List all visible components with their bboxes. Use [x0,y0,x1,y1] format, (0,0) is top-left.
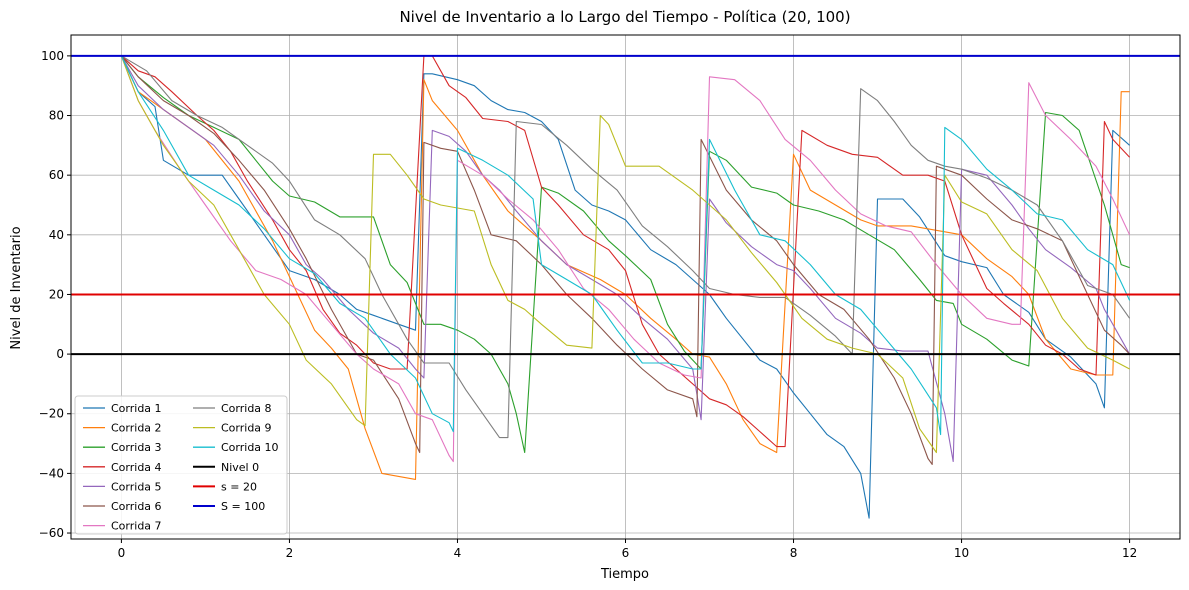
x-axis-label: Tiempo [600,567,649,582]
series-line-3 [120,55,1130,454]
x-tick-label: 6 [622,546,630,560]
y-tick-label: 60 [49,168,64,182]
x-tick-label: 0 [118,546,126,560]
y-tick-label: −40 [39,466,64,480]
x-tick-label: 12 [1122,546,1137,560]
legend-label: s = 20 [221,480,257,493]
y-tick-label: 80 [49,109,64,123]
axes: 0 2 4 6 8 10 12 −60 −40 −20 0 20 40 60 80 100 [39,34,1181,560]
y-tick-label: 0 [56,347,64,361]
series-line-10 [120,55,1131,436]
y-tick-label: 40 [49,228,64,242]
legend-box [74,395,288,535]
legend-label: Corrida 6 [111,500,162,513]
legend-label: Corrida 5 [111,480,162,493]
y-tick-label: 100 [41,49,64,63]
plot-series [71,54,1180,519]
series-line-6 [120,55,1130,465]
legend-label: Corrida 4 [111,461,162,474]
legend-label: Corrida 9 [221,422,272,435]
legend-label: Corrida 3 [111,441,162,454]
series-line-7 [120,55,1131,463]
y-tick-label: 20 [49,287,64,301]
series-line-8 [121,55,1131,439]
chart-title: Nivel de Inventario a lo Largo del Tiemp… [399,8,850,26]
y-axis-label: Nivel de Inventario [9,226,24,349]
legend-label: Nivel 0 [221,461,259,474]
series-line-4 [121,55,1131,448]
y-tick-label: −60 [39,526,64,540]
legend-label: S = 100 [221,500,265,513]
series-line-5 [120,55,1131,463]
x-tick-label: 4 [454,546,462,560]
series-line-2 [120,55,1130,480]
x-tick-label: 8 [790,546,798,560]
y-tick-label: −20 [39,407,64,421]
legend-label: Corrida 10 [221,441,279,454]
legend-label: Corrida 8 [221,402,272,415]
series-line-9 [120,55,1130,454]
legend-label: Corrida 2 [111,422,162,435]
legend-label: Corrida 1 [111,402,162,415]
legend-label: Corrida 7 [111,520,162,533]
x-tick-label: 10 [954,546,969,560]
legend: Corrida 1 Corrida 2 Corrida 3 Corrida 4 Corr… [74,395,288,535]
x-tick-label: 2 [286,546,294,560]
